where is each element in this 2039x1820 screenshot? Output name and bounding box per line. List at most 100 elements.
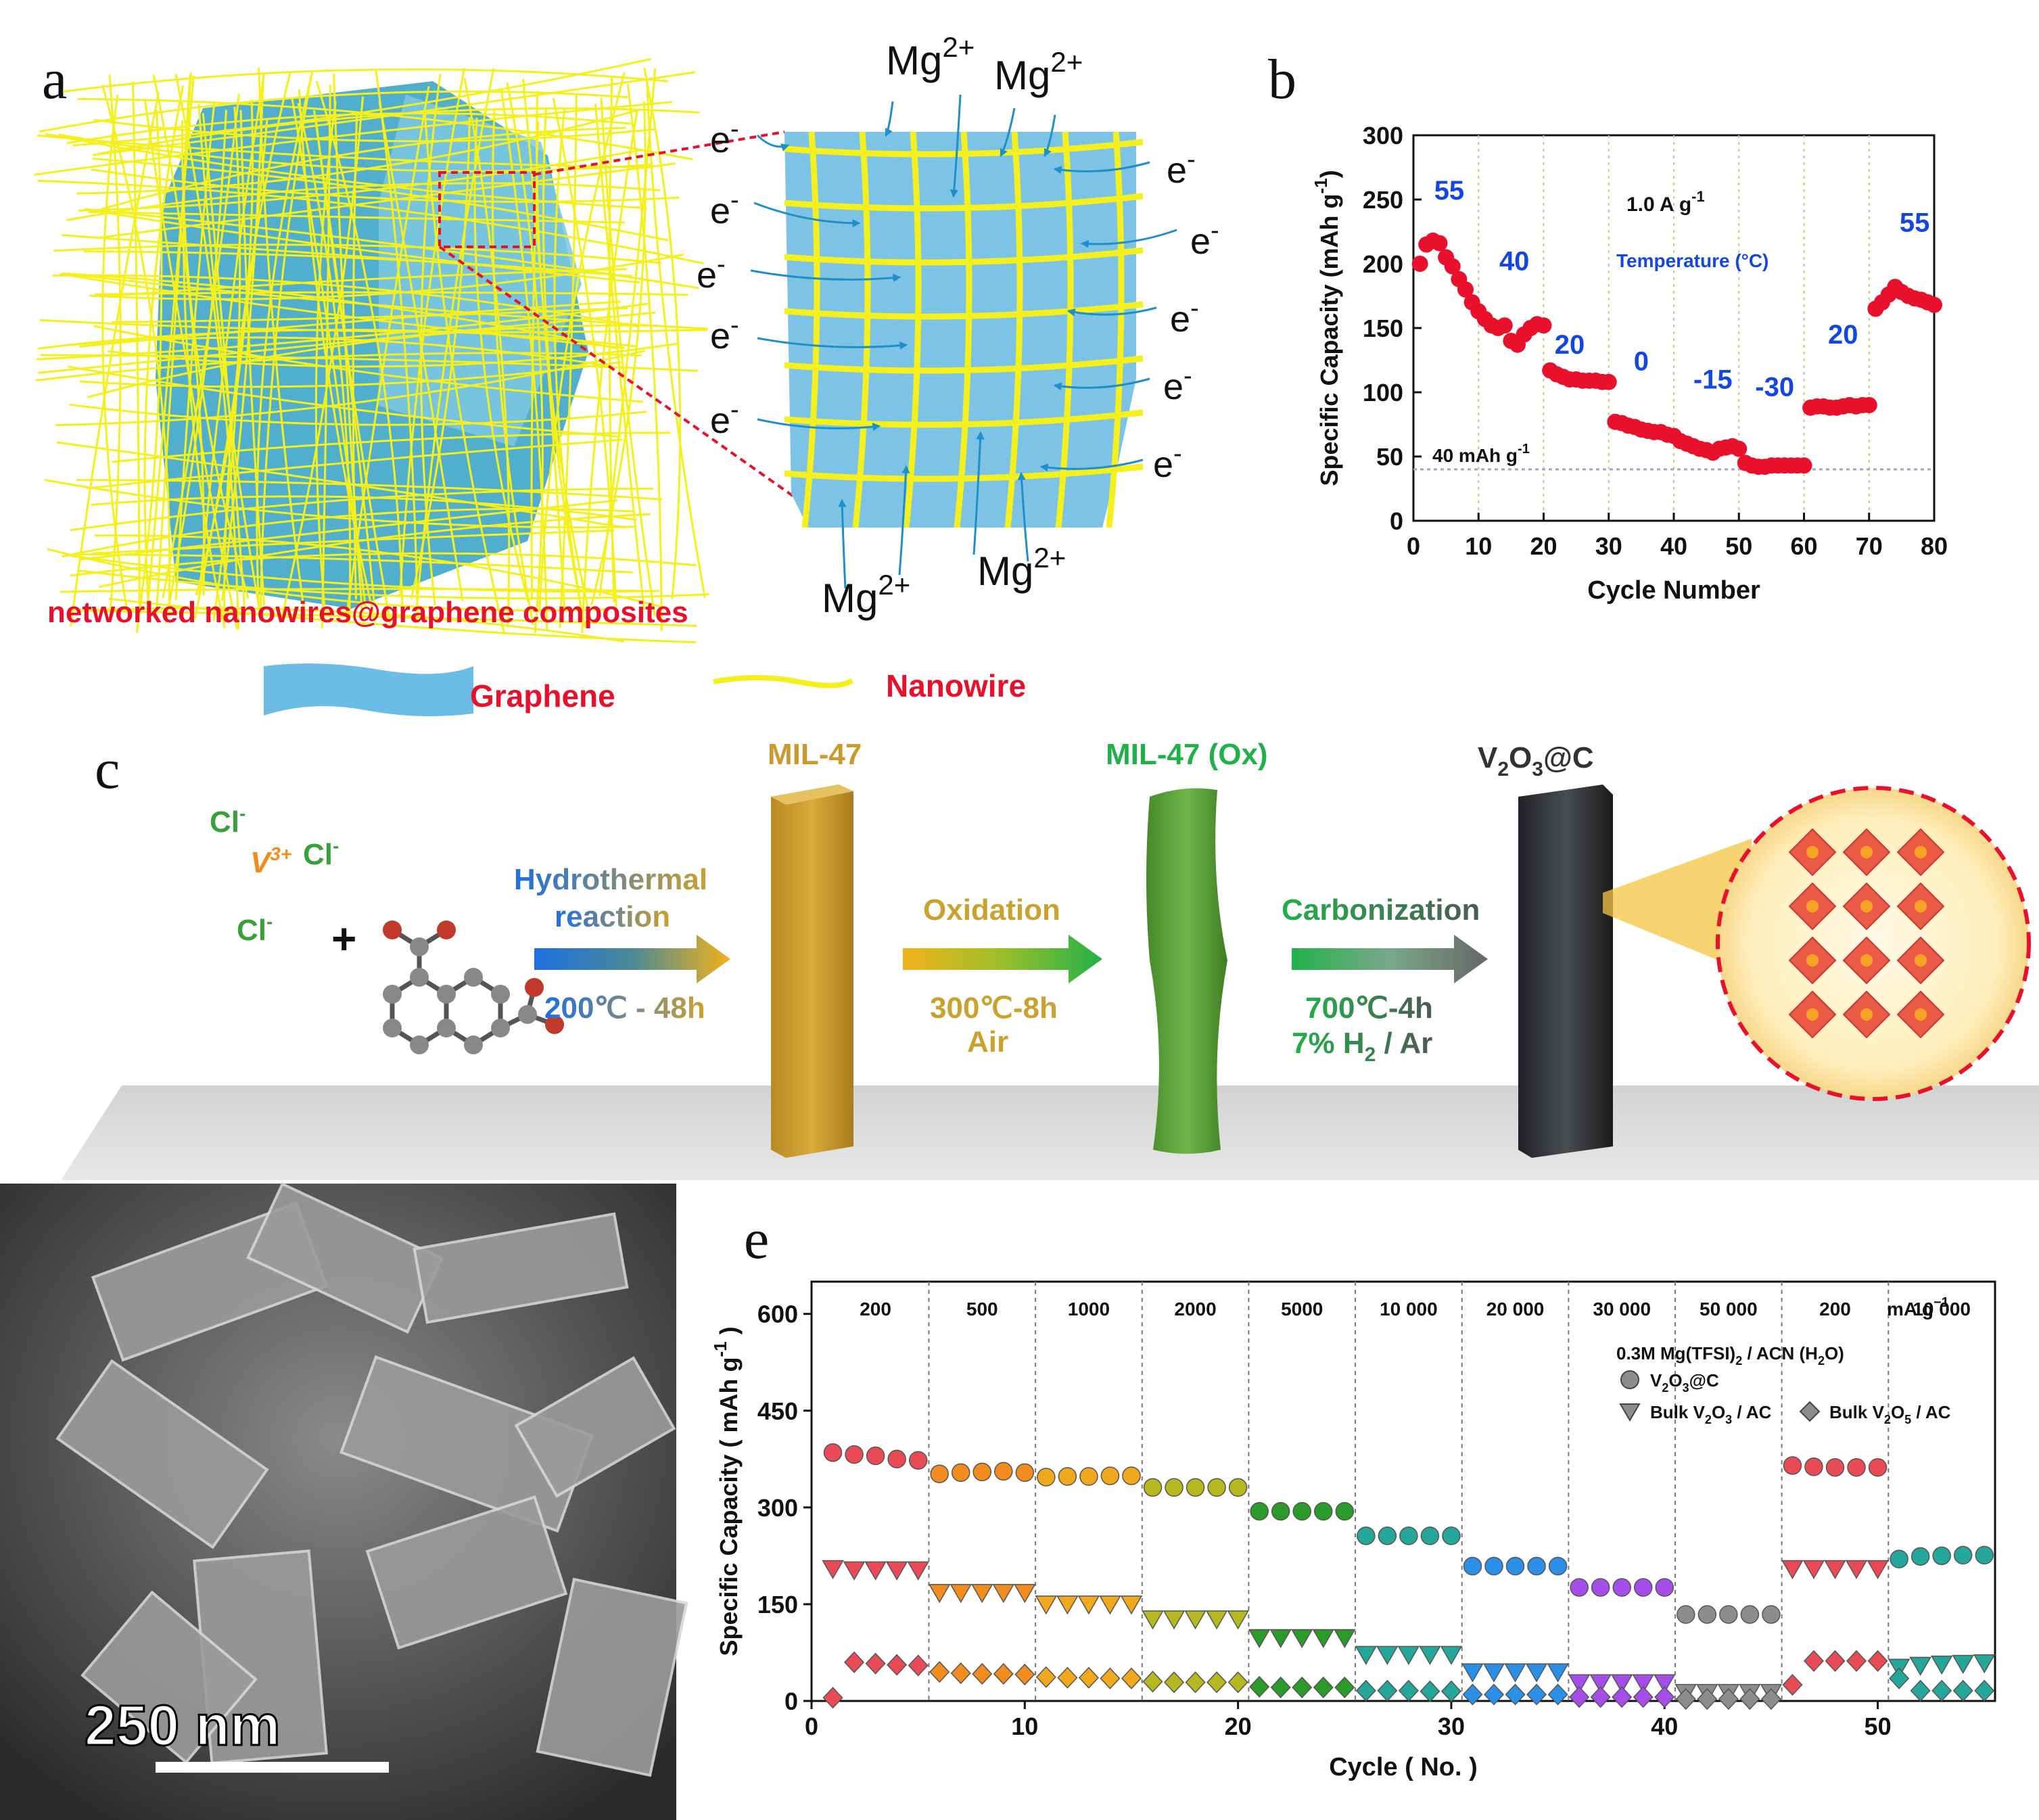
- y-tick-label: 0: [784, 1687, 798, 1715]
- transport-arrow: [1044, 114, 1056, 158]
- stage-mil47: MIL-47: [768, 738, 862, 1158]
- nanowire: [398, 68, 466, 597]
- bulk-v2o5-point: [1249, 1675, 1270, 1698]
- v2o3c-point: [1165, 1478, 1183, 1497]
- nanowire-horizontal: [784, 301, 1144, 320]
- bulk-v2o5-point: [1100, 1667, 1121, 1689]
- v2o3c-point: [1271, 1501, 1290, 1521]
- chart-b-points: [1411, 232, 1942, 475]
- nanowire: [291, 99, 367, 609]
- transport-arrow: [885, 101, 894, 137]
- bulk-v2o5-point: [1355, 1679, 1376, 1702]
- temperature-label: 55: [1900, 208, 1930, 238]
- bulk-v2o5-point: [1867, 1650, 1888, 1672]
- nanowire: [378, 101, 464, 602]
- current-density-label: 1000: [1068, 1299, 1110, 1320]
- step2-cond1: 300℃-8h: [930, 991, 1058, 1025]
- bulk-v2o3-point: [1205, 1610, 1228, 1630]
- bulk-v2o5-point: [1952, 1679, 1973, 1702]
- temperature-label: 40: [1499, 247, 1530, 277]
- v2o3c-point: [1015, 1463, 1035, 1483]
- bulk-v2o3-point: [1056, 1595, 1079, 1615]
- v2o3-carbon-rod: [1518, 785, 1613, 1158]
- v2o3c-point: [823, 1443, 843, 1462]
- x-tick-label: 20: [1530, 532, 1557, 560]
- temperature-label: 55: [1434, 176, 1465, 206]
- data-point: [1496, 317, 1513, 334]
- bulk-v2o5-point: [1313, 1676, 1334, 1699]
- v2o3c-point: [1570, 1578, 1589, 1597]
- temperature-label: 20: [1828, 320, 1858, 350]
- y-tick-label: 600: [757, 1301, 798, 1328]
- bulk-v2o3-point: [992, 1584, 1015, 1604]
- v2o3c-point: [1079, 1467, 1098, 1486]
- nanowire: [506, 82, 544, 633]
- transport-arrow: [750, 269, 901, 282]
- v2o3c-point: [1505, 1556, 1525, 1576]
- bulk-v2o3-point: [1482, 1663, 1505, 1683]
- nanowire: [183, 74, 226, 629]
- bulk-v2o3-point: [1952, 1654, 1975, 1675]
- nanowire: [39, 90, 628, 133]
- data-point: [1860, 397, 1877, 413]
- nanowire: [312, 110, 375, 603]
- nanowire: [70, 609, 697, 627]
- v2o3c-point: [1655, 1578, 1674, 1597]
- data-point: [1457, 281, 1474, 298]
- nanowire: [37, 302, 649, 360]
- bulk-v2o3-point: [1973, 1654, 1996, 1674]
- bulk-v2o3-point: [843, 1561, 866, 1581]
- x-tick-label: 10: [1011, 1712, 1038, 1740]
- x-tick-label: 60: [1790, 532, 1817, 560]
- chart-b-x-label: Cycle Number: [1587, 576, 1760, 605]
- nanowire: [38, 311, 656, 374]
- current-density-label: 30 000: [1593, 1299, 1651, 1320]
- temperature-label: -30: [1755, 373, 1794, 402]
- y-tick-label: 0: [1390, 507, 1403, 535]
- chart-b-rate-annotation: 1.0 A g-1: [1626, 188, 1705, 216]
- zoom-line-top: [534, 131, 785, 176]
- x-tick-label: 50: [1725, 532, 1752, 560]
- x-tick-label: 10: [1465, 532, 1492, 560]
- chart-e-frame: [810, 1280, 1996, 1702]
- bulk-v2o3-point: [1290, 1629, 1313, 1649]
- bulk-v2o3-point: [1184, 1610, 1206, 1630]
- panel-label-b: b: [1268, 48, 1296, 111]
- current-density-label: 50 000: [1700, 1299, 1758, 1320]
- nanowire: [35, 352, 642, 382]
- v2o3c-point: [1612, 1578, 1631, 1597]
- v2o3c-point: [1420, 1526, 1440, 1545]
- chart-e-x-label: Cycle ( No. ): [1329, 1753, 1478, 1781]
- v2o3c-point: [1442, 1526, 1461, 1545]
- x-tick-label: 40: [1660, 532, 1687, 560]
- data-point: [1796, 457, 1812, 474]
- electron-label: e-: [1190, 216, 1219, 262]
- nanowire: [66, 112, 632, 145]
- chart-b-y-label: Specific Capacity (mAh g-1): [1311, 170, 1343, 486]
- bulk-v2o3-point: [1824, 1560, 1846, 1579]
- data-point: [1444, 258, 1461, 275]
- nanowire: [93, 210, 640, 284]
- y-tick-label: 450: [757, 1397, 798, 1425]
- bulk-v2o5-point: [887, 1654, 908, 1676]
- nanowire: [83, 250, 615, 276]
- bulk-v2o5-point: [1206, 1671, 1227, 1694]
- bulk-v2o5-point: [1227, 1671, 1248, 1694]
- v2o3c-point: [1825, 1457, 1845, 1477]
- nanowire: [88, 210, 625, 224]
- nanowire: [553, 108, 585, 624]
- panel-label-e: e: [744, 1208, 769, 1271]
- step-hydrothermal: Hydrothermal reaction 200℃ - 48h: [514, 863, 730, 1025]
- transport-arrow: [1053, 377, 1150, 391]
- bulk-v2o3-point: [1461, 1663, 1484, 1683]
- bulk-v2o3-point: [1568, 1674, 1591, 1694]
- bulk-v2o5-point: [972, 1662, 993, 1685]
- electron-label: e-: [710, 115, 739, 160]
- bulk-v2o5-point: [1697, 1688, 1718, 1710]
- bulk-v2o3-point: [1525, 1663, 1548, 1683]
- bulk-v2o5-point: [1164, 1671, 1185, 1694]
- nanowire: [93, 325, 643, 403]
- chart-e-current-unit: mA g−1: [1887, 1295, 1949, 1320]
- step2-name: Oxidation: [923, 893, 1060, 927]
- bulk-v2o3-point: [907, 1561, 929, 1581]
